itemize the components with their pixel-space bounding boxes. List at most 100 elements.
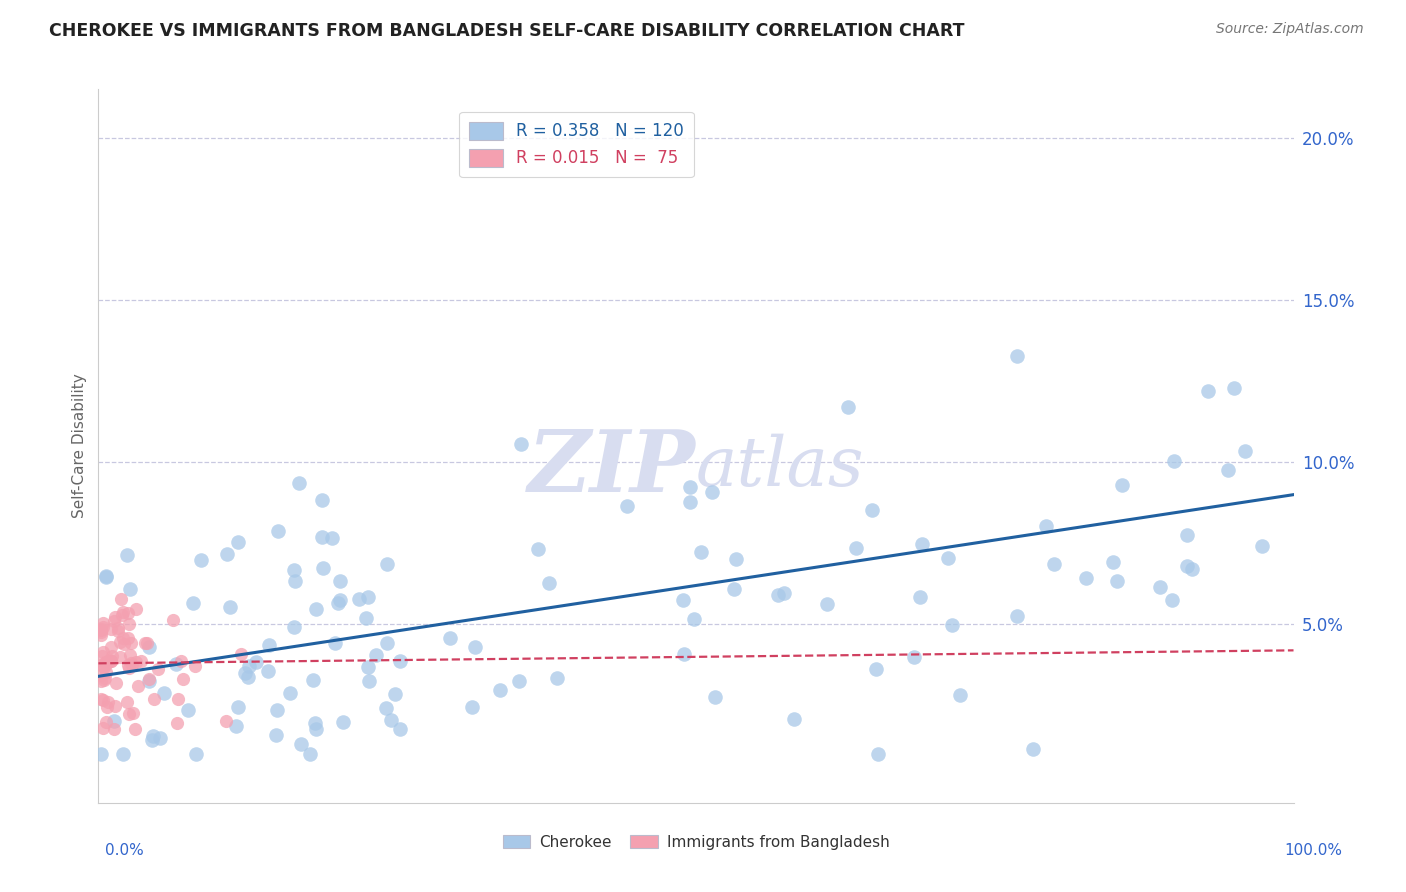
Point bbox=[329, 574, 352, 588]
Point bbox=[218, 599, 240, 614]
Point bbox=[118, 706, 141, 721]
Point bbox=[176, 703, 198, 717]
Point bbox=[1175, 558, 1198, 573]
Point bbox=[439, 632, 461, 646]
Point bbox=[257, 664, 280, 678]
Point bbox=[238, 658, 260, 673]
Point bbox=[146, 662, 169, 676]
Point bbox=[461, 699, 484, 714]
Point bbox=[129, 654, 152, 668]
Point bbox=[1222, 381, 1244, 395]
Text: ZIP: ZIP bbox=[529, 425, 696, 509]
Point bbox=[181, 596, 204, 610]
Point bbox=[118, 617, 141, 632]
Point bbox=[100, 622, 122, 636]
Point bbox=[215, 547, 238, 561]
Point bbox=[165, 657, 187, 672]
Point bbox=[226, 700, 249, 714]
Point bbox=[94, 672, 117, 686]
Point bbox=[94, 655, 117, 669]
Point bbox=[375, 558, 398, 572]
Point bbox=[117, 661, 139, 675]
Point bbox=[911, 537, 934, 551]
Point bbox=[90, 648, 112, 663]
Point bbox=[845, 541, 868, 555]
Point bbox=[1149, 581, 1171, 595]
Point bbox=[91, 692, 114, 706]
Point bbox=[90, 692, 112, 706]
Point bbox=[120, 656, 142, 670]
Point bbox=[91, 620, 114, 634]
Point bbox=[936, 550, 959, 565]
Point bbox=[380, 713, 402, 727]
Point bbox=[683, 612, 706, 626]
Point bbox=[703, 690, 725, 705]
Point bbox=[115, 695, 138, 709]
Point bbox=[259, 638, 281, 652]
Point bbox=[90, 658, 112, 673]
Point bbox=[91, 645, 114, 659]
Point bbox=[110, 635, 132, 649]
Point bbox=[679, 495, 702, 509]
Point bbox=[526, 542, 548, 557]
Point bbox=[162, 613, 184, 627]
Point bbox=[143, 692, 166, 706]
Point bbox=[141, 733, 163, 747]
Point bbox=[117, 606, 139, 620]
Point bbox=[90, 673, 112, 688]
Point bbox=[1181, 562, 1204, 576]
Point bbox=[510, 437, 533, 451]
Point bbox=[1022, 741, 1045, 756]
Point bbox=[357, 660, 380, 674]
Point bbox=[184, 659, 207, 673]
Point bbox=[100, 654, 122, 668]
Point bbox=[111, 608, 134, 623]
Point bbox=[166, 715, 188, 730]
Point bbox=[723, 582, 745, 596]
Point bbox=[305, 602, 328, 616]
Point bbox=[215, 714, 238, 729]
Point bbox=[94, 714, 117, 729]
Point bbox=[103, 722, 125, 736]
Point bbox=[1101, 555, 1123, 569]
Point bbox=[225, 719, 247, 733]
Point bbox=[384, 687, 406, 701]
Point bbox=[169, 654, 191, 668]
Point bbox=[1234, 444, 1257, 458]
Point bbox=[301, 673, 323, 687]
Point bbox=[1175, 528, 1198, 542]
Point bbox=[1043, 557, 1066, 571]
Point bbox=[90, 667, 112, 681]
Point bbox=[127, 679, 149, 693]
Point bbox=[94, 570, 117, 584]
Point bbox=[266, 703, 288, 717]
Point bbox=[1111, 478, 1133, 492]
Point bbox=[1250, 539, 1272, 553]
Point bbox=[142, 729, 165, 743]
Point bbox=[773, 586, 796, 600]
Point bbox=[323, 636, 346, 650]
Point bbox=[700, 484, 723, 499]
Point bbox=[546, 671, 568, 685]
Point bbox=[1005, 608, 1028, 623]
Point bbox=[1074, 571, 1097, 585]
Point bbox=[311, 493, 333, 508]
Point bbox=[90, 747, 112, 761]
Point bbox=[389, 654, 412, 668]
Point bbox=[1163, 454, 1185, 468]
Point bbox=[97, 695, 120, 709]
Point bbox=[138, 672, 160, 686]
Point bbox=[100, 640, 122, 654]
Point bbox=[837, 400, 859, 414]
Point bbox=[111, 606, 134, 620]
Point bbox=[125, 655, 148, 669]
Point bbox=[267, 524, 290, 538]
Point bbox=[949, 688, 972, 702]
Point bbox=[374, 700, 396, 714]
Point bbox=[283, 563, 305, 577]
Point bbox=[941, 617, 963, 632]
Point bbox=[121, 657, 143, 672]
Point bbox=[865, 662, 887, 676]
Point bbox=[299, 747, 322, 761]
Point bbox=[1197, 384, 1219, 398]
